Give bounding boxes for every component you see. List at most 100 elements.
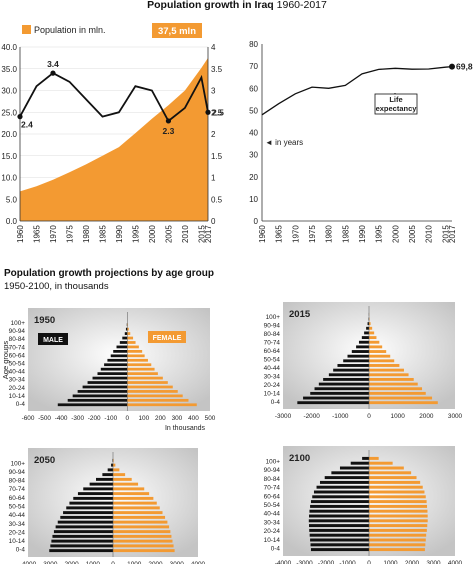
age-group-label: 90-94 bbox=[9, 469, 26, 476]
male-bar bbox=[63, 511, 113, 515]
life-x-tick-label: 2017 bbox=[448, 225, 457, 243]
growth-point-label: 2.4 bbox=[21, 120, 33, 130]
female-bar bbox=[113, 501, 157, 505]
male-bar bbox=[297, 401, 369, 405]
pyramid-x-tick-label: -3000 bbox=[296, 560, 313, 564]
male-bar bbox=[50, 544, 113, 548]
yleft-tick-label: 15.0 bbox=[1, 152, 17, 161]
female-bar bbox=[113, 520, 168, 524]
life-x-tick-label: 2005 bbox=[408, 225, 417, 243]
male-label-box bbox=[38, 333, 68, 345]
life-y-tick-label: 60 bbox=[249, 84, 258, 93]
male-bar bbox=[362, 456, 369, 460]
male-bar bbox=[89, 482, 113, 486]
female-bar bbox=[127, 354, 145, 358]
male-bar bbox=[313, 490, 369, 494]
age-group-label: 60-64 bbox=[9, 495, 26, 502]
pyramid-x-tick-label: 1000 bbox=[391, 413, 406, 420]
life-x-tick-label: 1965 bbox=[275, 225, 284, 243]
male-bar bbox=[83, 487, 113, 491]
female-label: FEMALE bbox=[153, 335, 182, 342]
yright-tick-label: 1 bbox=[211, 174, 216, 183]
male-bar bbox=[110, 354, 128, 358]
male-bar bbox=[343, 359, 369, 363]
male-bar bbox=[361, 336, 369, 340]
male-bar bbox=[107, 468, 113, 472]
age-group-label: 20-24 bbox=[264, 382, 281, 389]
age-group-label: 30-34 bbox=[264, 373, 281, 380]
life-x-tick-label: 1980 bbox=[325, 225, 334, 243]
yright-tick-label: 0 bbox=[211, 217, 216, 226]
age-group-label: 10-14 bbox=[264, 390, 281, 397]
female-bar bbox=[127, 341, 136, 344]
male-bar bbox=[69, 501, 113, 505]
x-tick-label: 2005 bbox=[164, 225, 173, 243]
male-bar bbox=[309, 528, 369, 532]
female-bar bbox=[369, 528, 427, 532]
age-group-label: 50-54 bbox=[264, 357, 281, 364]
pyramid-x-tick-label: -4000 bbox=[275, 560, 292, 564]
male-bar bbox=[339, 466, 369, 470]
female-bar bbox=[369, 490, 425, 494]
male-bar bbox=[309, 514, 369, 518]
growth-point bbox=[17, 114, 23, 120]
female-bar bbox=[369, 495, 426, 499]
x-tick-label: 1985 bbox=[98, 225, 107, 243]
female-bar bbox=[369, 364, 400, 367]
age-group-label: 40-44 bbox=[9, 512, 26, 519]
male-bar bbox=[60, 515, 113, 519]
male-bar bbox=[309, 524, 369, 528]
female-bar bbox=[369, 350, 387, 353]
pyramid-x-tick-label: -1000 bbox=[84, 561, 101, 564]
age-group-label: 60-64 bbox=[264, 493, 281, 500]
growth-point bbox=[165, 118, 172, 124]
female-bar bbox=[127, 381, 168, 384]
female-bar bbox=[113, 487, 145, 491]
male-label: MALE bbox=[43, 337, 63, 344]
male-bar bbox=[310, 548, 369, 552]
female-bar bbox=[127, 385, 173, 389]
x-tick-label: 1980 bbox=[82, 225, 91, 243]
age-group-label: 0-4 bbox=[271, 399, 281, 406]
pyramid-x-axis-label: In thousands bbox=[165, 425, 206, 432]
pyramid-x-tick-label: -3000 bbox=[275, 413, 292, 420]
pyramid-x-tick-label: 1000 bbox=[383, 560, 398, 564]
growth-point-label: 3.4 bbox=[47, 59, 59, 69]
male-bar bbox=[351, 350, 369, 353]
age-group-label: 100+ bbox=[266, 314, 281, 321]
male-bar bbox=[72, 394, 128, 398]
pyramid-x-tick-label: 200 bbox=[155, 415, 166, 422]
life-y-tick-label: 30 bbox=[249, 151, 258, 160]
age-group-label: 30-34 bbox=[9, 377, 26, 384]
growth-point-label: 2.5 bbox=[212, 107, 224, 117]
pyramid-x-tick-label: -300 bbox=[71, 415, 84, 422]
age-group-label: 100+ bbox=[266, 458, 281, 465]
pyramid-x-tick-label: -200 bbox=[88, 415, 101, 422]
female-bar bbox=[369, 345, 383, 349]
female-bar bbox=[369, 461, 393, 465]
female-bar bbox=[127, 394, 183, 398]
age-group-label: 50-54 bbox=[264, 502, 281, 509]
life-x-tick-label: 1970 bbox=[291, 225, 300, 243]
age-group-label: 40-44 bbox=[9, 369, 26, 376]
pyramid-x-tick-label: 2000 bbox=[419, 413, 434, 420]
pyramid-x-tick-label: 500 bbox=[205, 415, 216, 422]
age-group-label: 60-64 bbox=[264, 348, 281, 355]
female-bar bbox=[127, 327, 129, 331]
male-bar bbox=[73, 496, 113, 500]
life-annotation-box bbox=[374, 93, 418, 115]
female-bar bbox=[369, 368, 404, 372]
main-title-years: 1960-2017 bbox=[273, 0, 327, 11]
x-tick-label: 1965 bbox=[32, 225, 41, 243]
male-bar bbox=[119, 341, 128, 344]
female-bar bbox=[113, 515, 166, 519]
male-bar bbox=[77, 492, 113, 496]
female-bar bbox=[127, 367, 155, 371]
final-value-label: 37,5 mln bbox=[158, 26, 196, 37]
female-bar bbox=[369, 336, 377, 340]
life-y-tick-label: 80 bbox=[249, 40, 258, 49]
female-bar bbox=[113, 458, 114, 462]
age-axis-label: Age groups bbox=[1, 341, 10, 380]
pyramid-x-tick-label: 0 bbox=[367, 560, 371, 564]
life-x-tick-label: 1975 bbox=[308, 225, 317, 243]
